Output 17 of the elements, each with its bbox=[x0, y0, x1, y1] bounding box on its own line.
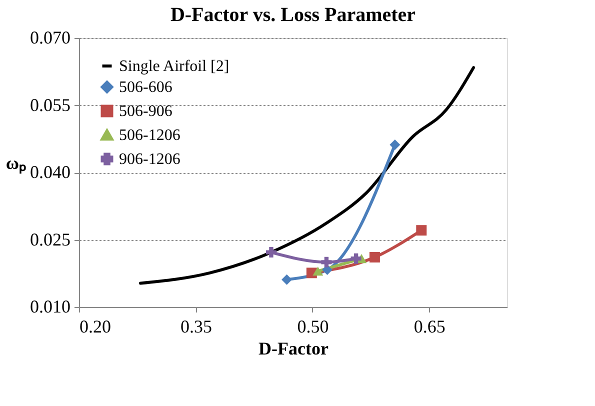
legend-label: Single Airfoil [2] bbox=[119, 58, 230, 75]
legend-label: 506-1206 bbox=[119, 127, 180, 144]
y-tick-label: 0.010 bbox=[30, 296, 70, 316]
y-tick-label: 0.040 bbox=[30, 162, 70, 182]
x-tick-label: 0.50 bbox=[297, 316, 329, 336]
x-tick-label: 0.35 bbox=[180, 316, 212, 336]
x-tick-label: 0.65 bbox=[414, 316, 446, 336]
x-tick-label: 0.20 bbox=[80, 316, 111, 336]
legend-label: 506-606 bbox=[119, 79, 172, 96]
y-tick-label: 0.055 bbox=[30, 94, 70, 115]
chart-title: D-Factor vs. Loss Parameter bbox=[170, 4, 416, 26]
x-axis-title: D-Factor bbox=[258, 338, 328, 358]
legend-label: 906-1206 bbox=[119, 151, 180, 168]
legend-label: 506-906 bbox=[119, 103, 172, 120]
y-axis-title: ωₚ bbox=[6, 153, 26, 174]
y-tick-label: 0.025 bbox=[30, 229, 70, 250]
y-tick-label: 0.070 bbox=[30, 28, 70, 48]
